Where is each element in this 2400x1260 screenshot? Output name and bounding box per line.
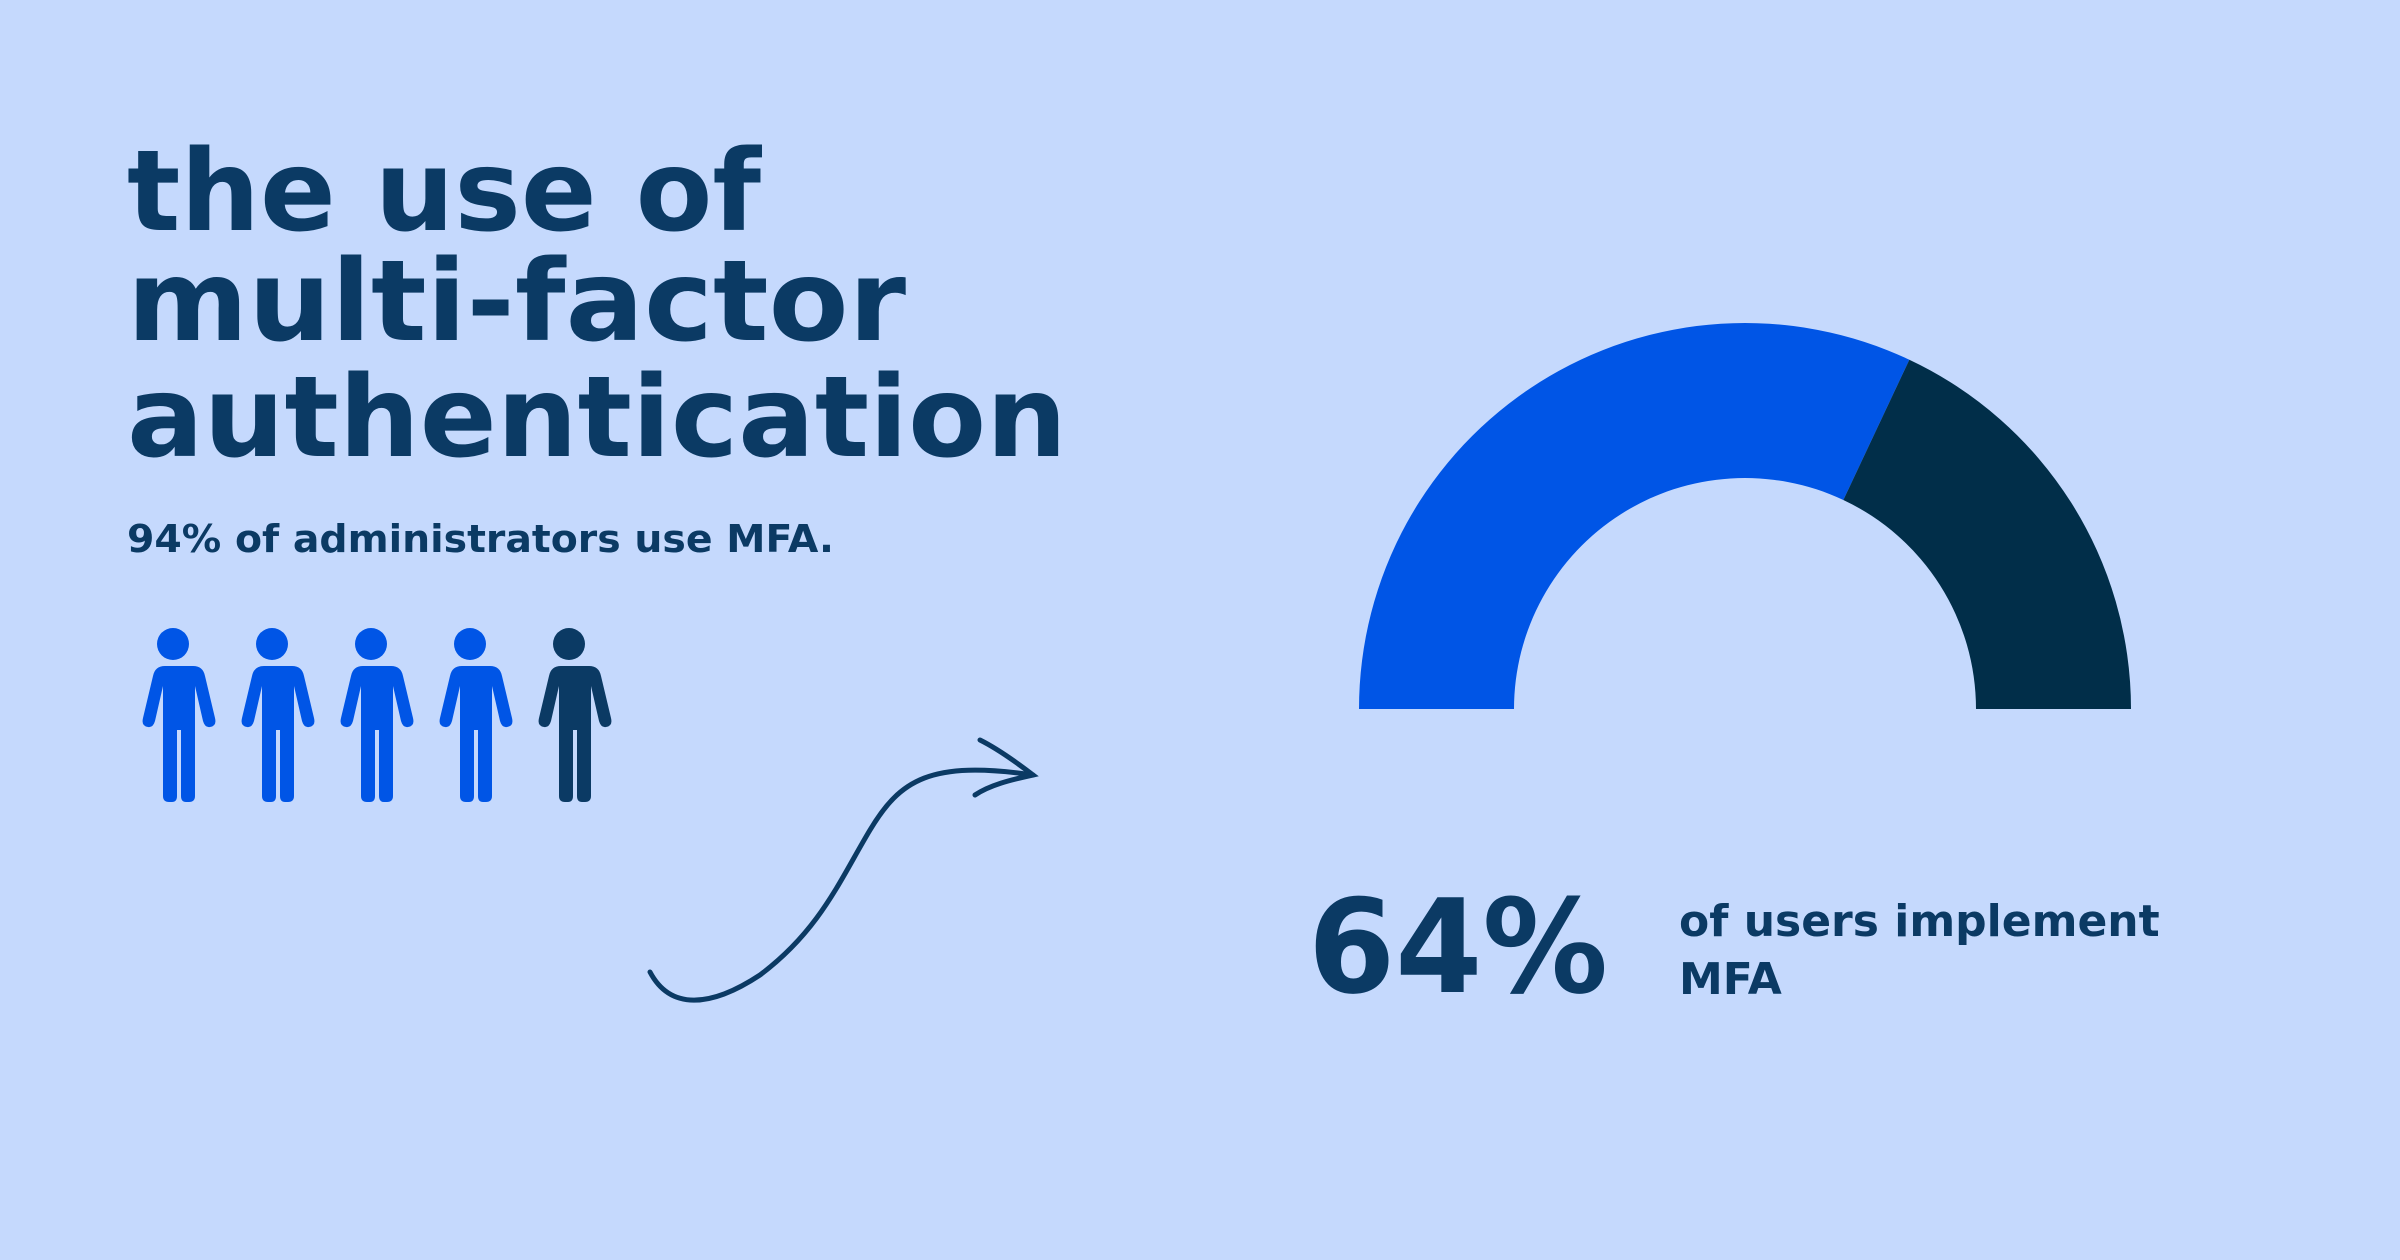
arrow-head	[972, 737, 1039, 798]
gauge-rest	[1843, 359, 2131, 709]
title-line: multi-factor	[127, 237, 906, 367]
value-label: 64%	[1308, 871, 1608, 1023]
title-line: authentication	[127, 353, 1067, 483]
subtitle: 94% of administrators use MFA.	[127, 517, 834, 561]
gauge-value	[1359, 322, 1910, 709]
arrow	[647, 737, 1039, 1003]
caption-line: of users implement	[1679, 896, 2160, 947]
caption-line: MFA	[1679, 954, 1782, 1005]
arrow-curve	[647, 767, 1036, 1003]
title-line: the use of	[127, 127, 762, 257]
